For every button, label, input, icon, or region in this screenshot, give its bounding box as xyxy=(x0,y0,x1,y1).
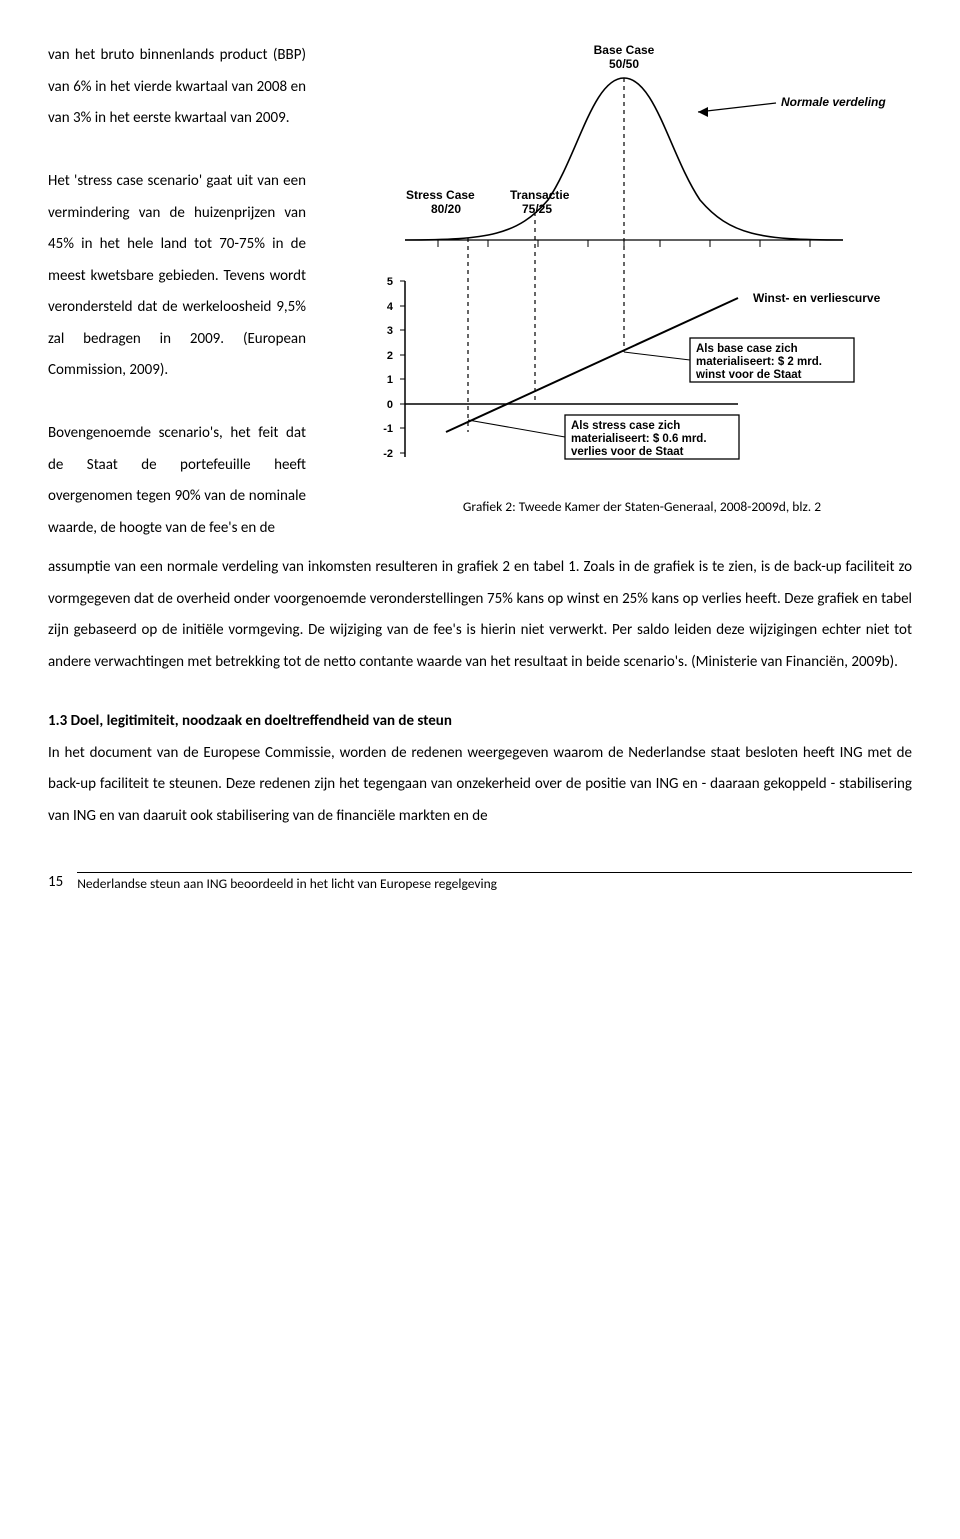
svg-text:0: 0 xyxy=(387,399,393,411)
y-ticks: 5 4 3 2 1 0 -1 -2 xyxy=(383,276,405,460)
label-normale: Normale verdeling xyxy=(781,95,886,109)
svg-text:5: 5 xyxy=(387,276,393,288)
svg-text:4: 4 xyxy=(387,301,394,313)
stresscase-leader xyxy=(468,420,565,437)
label-stress: Stress Case xyxy=(406,188,475,202)
svg-text:2: 2 xyxy=(387,350,393,362)
chart-caption: Grafiek 2: Tweede Kamer der Staten-Gener… xyxy=(372,498,912,515)
label-transactie-sub: 75/25 xyxy=(522,202,552,216)
distribution-chart: Base Case 50/50 Normale verdeling xyxy=(324,40,912,485)
svg-text:-1: -1 xyxy=(383,423,393,435)
left-text-column: van het bruto binnenlands product (BBP) … xyxy=(48,40,306,544)
basecase-box-l1: Als base case zich xyxy=(696,343,798,355)
page-number: 15 xyxy=(48,873,63,891)
label-transactie: Transactie xyxy=(510,188,570,202)
svg-text:3: 3 xyxy=(387,325,393,337)
paragraph-4: assumptie van een normale verdeling van … xyxy=(48,552,912,678)
footer-title: Nederlandse steun aan ING beoordeeld in … xyxy=(77,872,912,892)
paragraph-3: Bovengenoemde scenario's, het feit dat d… xyxy=(48,424,306,537)
stresscase-box-l2: materialiseert: $ 0.6 mrd. xyxy=(571,433,707,445)
paragraph-5: In het document van de Europese Commissi… xyxy=(48,738,912,833)
paragraph-2: Het 'stress case scenario' gaat uit van … xyxy=(48,172,306,379)
label-stress-sub: 80/20 xyxy=(431,202,461,216)
arrow-normale-head xyxy=(698,107,708,117)
stresscase-box-l1: Als stress case zich xyxy=(571,420,680,432)
chart-column: Base Case 50/50 Normale verdeling xyxy=(324,40,912,544)
arrow-normale xyxy=(698,103,776,112)
basecase-box-l3: winst voor de Staat xyxy=(695,369,802,381)
section-heading: 1.3 Doel, legitimiteit, noodzaak en doel… xyxy=(48,706,912,738)
svg-text:1: 1 xyxy=(387,374,393,386)
paragraph-1: van het bruto binnenlands product (BBP) … xyxy=(48,46,306,127)
svg-text:-2: -2 xyxy=(383,448,393,460)
basecase-leader xyxy=(624,352,690,360)
chart-title: Base Case xyxy=(594,43,655,57)
stresscase-box-l3: verlies voor de Staat xyxy=(571,446,684,458)
label-winst: Winst- en verliescurve xyxy=(753,291,881,305)
page-footer: 15 Nederlandse steun aan ING beoordeeld … xyxy=(48,872,912,892)
basecase-box-l2: materialiseert: $ 2 mrd. xyxy=(696,356,822,368)
chart-title-sub: 50/50 xyxy=(609,57,639,71)
